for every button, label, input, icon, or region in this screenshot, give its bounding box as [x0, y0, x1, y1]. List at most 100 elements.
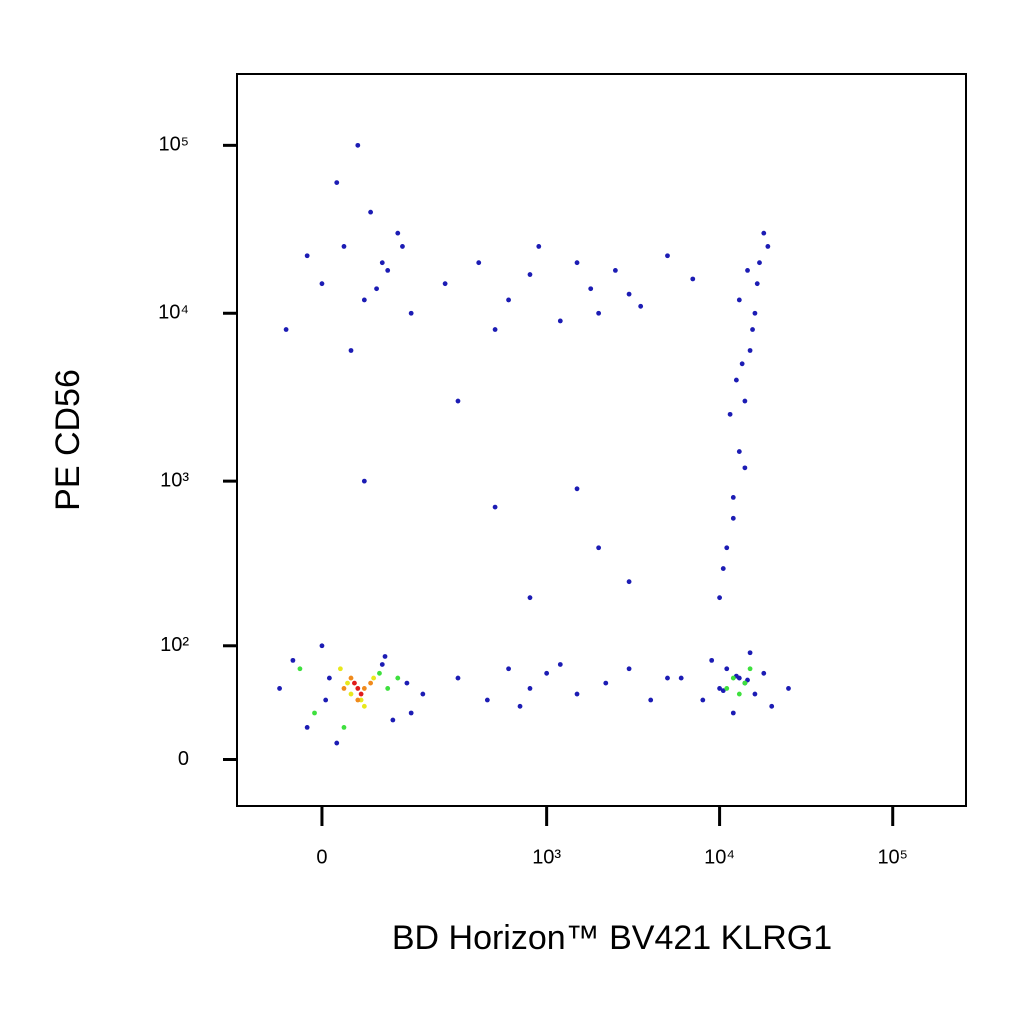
- cell-dot: [665, 253, 670, 259]
- cell-dot: [377, 670, 382, 676]
- cell-dot: [408, 310, 414, 316]
- cell-dot: [769, 703, 775, 709]
- cell-dot: [527, 686, 533, 691]
- cell-dot: [724, 545, 730, 551]
- cell-dot: [544, 670, 550, 676]
- cell-dot: [742, 465, 748, 471]
- cell-dot: [304, 253, 310, 259]
- cell-dot: [319, 643, 325, 649]
- cell-dot: [527, 595, 533, 601]
- cell-dot: [361, 478, 367, 484]
- cell-dot: [717, 686, 722, 691]
- y-tick-label: 10⁵: [158, 134, 189, 156]
- cell-dot: [341, 724, 347, 730]
- cell-dot: [341, 686, 347, 691]
- cell-dot: [506, 297, 511, 303]
- cell-dot: [361, 703, 367, 709]
- plot-frame: [236, 73, 967, 807]
- cell-dot: [352, 680, 357, 686]
- cell-dot: [574, 486, 580, 492]
- cell-dot: [400, 244, 405, 249]
- x-axis-title: BD Horizon™ BV421 KLRG1: [392, 919, 832, 957]
- cell-dot: [557, 318, 563, 324]
- cell-dot: [385, 686, 391, 691]
- cell-dot: [757, 260, 762, 266]
- cell-dot: [724, 666, 730, 672]
- cell-dot: [536, 244, 542, 249]
- cell-dot: [596, 545, 602, 551]
- cell-dot: [382, 654, 388, 659]
- cell-dot: [626, 579, 632, 585]
- cell-dot: [277, 686, 282, 691]
- cell-dot: [374, 286, 379, 292]
- cell-dot: [574, 691, 580, 697]
- x-tick-label: 10³: [532, 846, 561, 868]
- cell-dot: [455, 398, 461, 404]
- cell-dot: [700, 697, 706, 703]
- cell-dot: [665, 675, 670, 681]
- cell-dot: [297, 666, 303, 672]
- cell-dot: [304, 724, 310, 730]
- cell-dot: [730, 515, 736, 521]
- cell-dot: [355, 142, 361, 148]
- cell-dot: [334, 180, 340, 185]
- cell-dot: [395, 230, 401, 236]
- cell-dot: [750, 327, 755, 332]
- cell-dot: [379, 260, 385, 266]
- cell-dot: [747, 650, 753, 656]
- cell-dot: [358, 697, 364, 703]
- cell-dot: [506, 666, 511, 672]
- cell-dot: [752, 691, 758, 697]
- cell-dot: [742, 398, 748, 404]
- cell-dot: [527, 272, 533, 277]
- cell-dot: [484, 697, 490, 703]
- cell-dot: [361, 686, 367, 691]
- cell-dot: [742, 680, 748, 686]
- cell-dot: [408, 710, 414, 716]
- cell-dot: [678, 675, 684, 681]
- cell-dot: [341, 244, 347, 249]
- cell-dot: [730, 710, 736, 716]
- cell-dot: [371, 675, 377, 681]
- cell-dot: [638, 303, 644, 309]
- cell-dot: [648, 697, 654, 703]
- cell-dot: [337, 666, 343, 672]
- cell-dot: [404, 680, 410, 686]
- cell-dot: [754, 281, 760, 287]
- cell-dot: [588, 286, 594, 292]
- x-tick-label: 10⁵: [877, 846, 908, 868]
- cell-dot: [603, 680, 609, 686]
- cell-dot: [492, 327, 498, 332]
- cell-dot: [395, 675, 401, 681]
- cell-dot: [312, 710, 317, 716]
- cell-dot: [334, 740, 340, 746]
- cell-dot: [323, 697, 329, 703]
- y-tick-label: 10⁴: [158, 302, 189, 324]
- cell-dot: [736, 691, 742, 697]
- cell-dot: [390, 717, 396, 723]
- cell-dot: [727, 411, 733, 417]
- cell-dot: [626, 666, 632, 672]
- y-axis-title: PE CD56: [49, 369, 87, 511]
- cell-dot: [730, 675, 736, 681]
- cell-dot: [574, 260, 580, 266]
- x-tick-label: 0: [316, 846, 327, 868]
- cell-dot: [517, 703, 523, 709]
- cell-dot: [420, 691, 426, 697]
- cell-dot: [730, 494, 736, 500]
- cell-dot: [455, 675, 461, 681]
- cell-dot: [355, 697, 361, 703]
- cell-dot: [739, 361, 745, 367]
- cell-dot: [358, 691, 364, 697]
- cell-dot: [368, 209, 374, 215]
- cell-dot: [348, 348, 354, 353]
- cell-dot: [736, 297, 742, 303]
- cell-dot: [290, 657, 296, 663]
- cell-dot: [348, 675, 354, 681]
- cell-dot: [319, 281, 325, 287]
- cell-dot: [596, 310, 602, 316]
- cell-dot: [786, 686, 791, 691]
- cell-dot: [720, 566, 726, 571]
- cell-dot: [765, 244, 771, 249]
- y-tick-label: 0: [178, 748, 189, 770]
